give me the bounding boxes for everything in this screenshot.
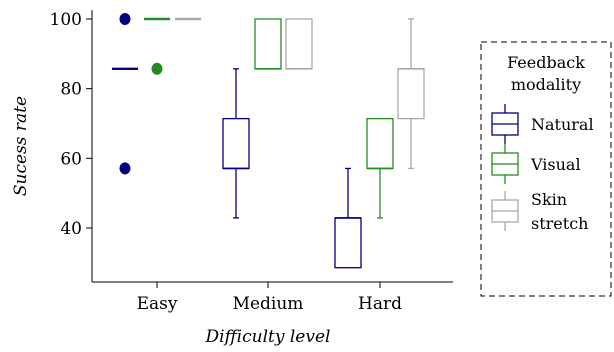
legend-entry-0: Natural — [491, 104, 594, 144]
y-tick-label-80: 80 — [60, 80, 82, 100]
plot-marks — [112, 13, 425, 269]
box-body-natural-hard — [334, 217, 362, 269]
legend: Feedback modality Natural Visual Skin stretch — [480, 41, 612, 297]
box-visual-medium — [254, 18, 282, 70]
box-skin-stretch-medium — [285, 18, 313, 70]
legend-label-2-0: Skin — [531, 190, 567, 209]
x-tick-label-easy: Easy — [137, 294, 178, 314]
box-natural-easy — [112, 13, 138, 175]
outlier-natural-easy-0 — [119, 13, 131, 25]
box-body-visual-hard — [366, 117, 394, 170]
legend-entry-2: Skin stretch — [491, 190, 588, 233]
box-body-natural-medium — [222, 117, 250, 170]
box-body-skin-stretch-hard — [397, 68, 425, 120]
y-axis-title: Sucess rate — [11, 96, 31, 196]
box-natural-hard — [334, 167, 362, 269]
x-tick-label-medium: Medium — [233, 294, 304, 314]
legend-title-line-0: Feedback — [507, 53, 585, 72]
box-body-visual-medium — [254, 18, 282, 70]
y-tick-label-100: 100 — [50, 10, 82, 30]
y-tick-label-60: 60 — [60, 149, 82, 169]
box-skin-stretch-hard — [397, 18, 425, 170]
x-tick-label-hard: Hard — [358, 294, 402, 314]
legend-label-1-0: Visual — [530, 155, 581, 174]
outlier-natural-easy-1 — [119, 162, 131, 175]
outlier-visual-easy-0 — [151, 62, 163, 75]
y-tick-label-40: 40 — [60, 219, 82, 239]
box-visual-hard — [366, 117, 394, 219]
box-natural-medium — [222, 68, 250, 219]
legend-label-2-1: stretch — [531, 214, 588, 233]
box-body-skin-stretch-medium — [285, 18, 313, 70]
axes: 40 60 80 100 Easy Medium Hard — [50, 10, 453, 314]
box-visual-easy — [144, 17, 170, 75]
legend-entry-1: Visual — [491, 144, 581, 184]
x-axis-title: Difficulty level — [205, 327, 331, 347]
legend-label-0-0: Natural — [531, 115, 594, 134]
legend-title-line-1: modality — [511, 75, 581, 94]
